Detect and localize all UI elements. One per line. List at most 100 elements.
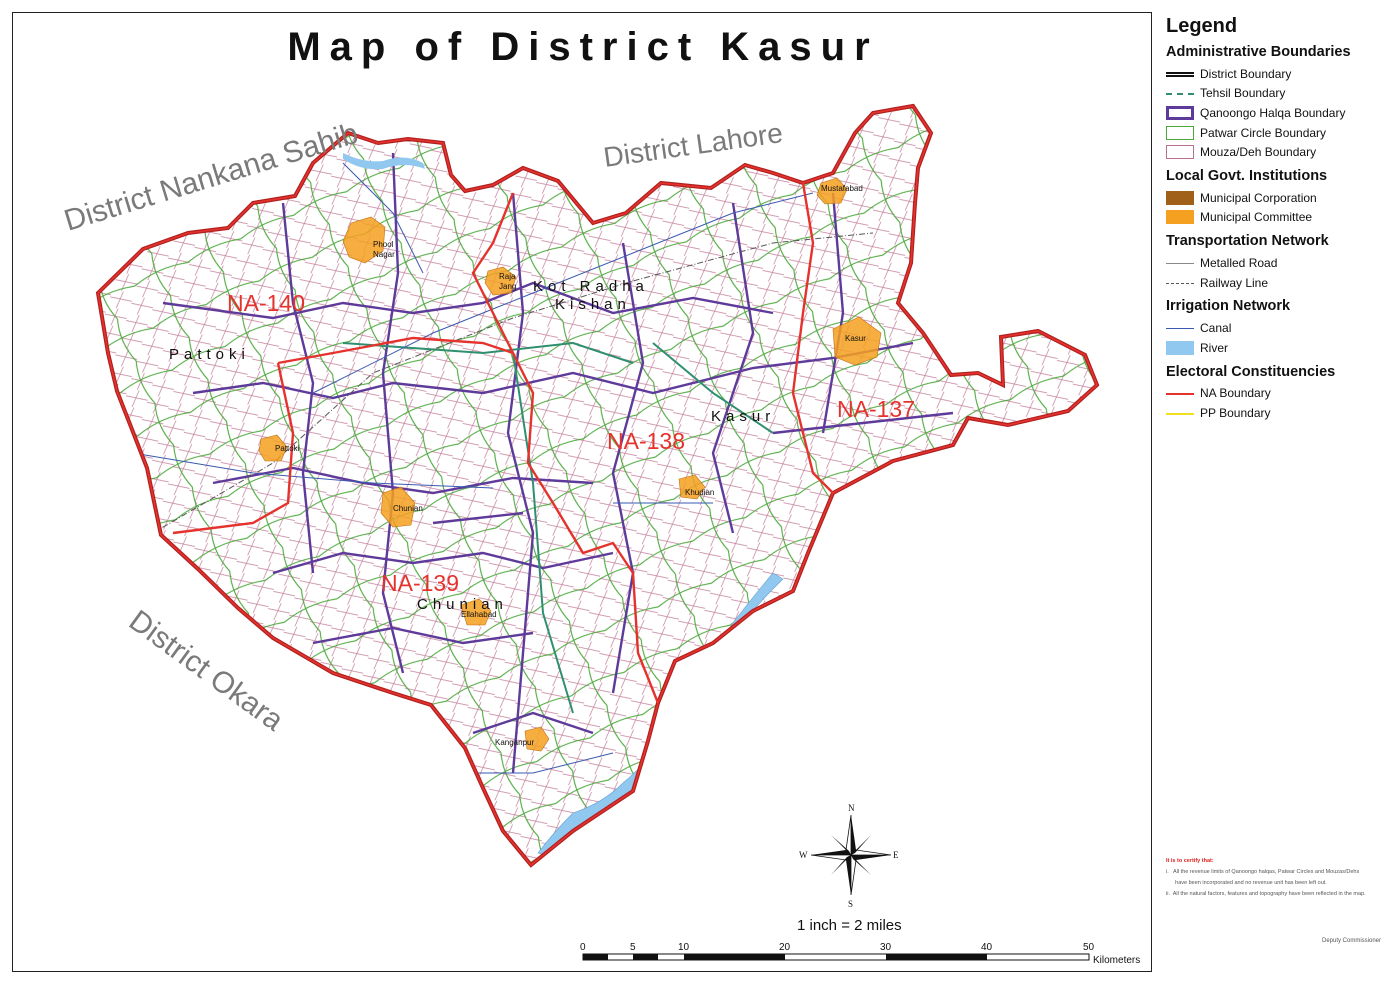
constituency-label-na138: NA-138 xyxy=(607,428,685,454)
na-internal-boundaries xyxy=(172,182,834,704)
constituency-labels: NA-140 NA-139 NA-138 NA-137 xyxy=(227,290,915,596)
legend-item-qanoongo-boundary: Qanoongo Halqa Boundary xyxy=(1166,103,1390,123)
legend-item-municipal-committee: Municipal Committee xyxy=(1166,208,1390,228)
legend-label: River xyxy=(1200,340,1229,355)
certificate: It is to certify that: i. All the revenu… xyxy=(1166,856,1394,900)
district-map: District Nankana Sahib District Lahore D… xyxy=(60,103,1140,966)
municipal-corporation-symbol xyxy=(1166,190,1194,205)
legend-label: Tehsil Boundary xyxy=(1200,86,1286,101)
legend-item-municipal-corporation: Municipal Corporation xyxy=(1166,188,1390,208)
certificate-line: have been incorporated and no revenue un… xyxy=(1166,880,1327,886)
scale-text: 1 inch = 2 miles xyxy=(797,917,902,934)
canals xyxy=(132,162,814,774)
tehsil-label-kot-radha-line2: Kishan xyxy=(555,296,631,313)
district-interior xyxy=(98,106,1097,865)
district-boundary-symbol xyxy=(1166,67,1194,81)
constituency-label-na137: NA-137 xyxy=(837,396,915,422)
certificate-heading: It is to certify that: xyxy=(1166,858,1214,864)
legend-item-mouza-boundary: Mouza/Deh Boundary xyxy=(1166,142,1390,162)
metalled-road-symbol xyxy=(1166,256,1194,270)
legend-item-pp-boundary: PP Boundary xyxy=(1166,403,1390,423)
town-label-mustafabad: Mustafabad xyxy=(821,184,863,193)
scale-bar: 0 5 10 20 30 40 50 Kilometers xyxy=(580,942,1140,966)
constituency-label-na140: NA-140 xyxy=(227,290,305,316)
map-title: Map of District Kasur xyxy=(287,25,879,69)
na-boundary-symbol xyxy=(1166,386,1194,400)
legend-section-electoral: Electoral Constituencies xyxy=(1166,363,1336,380)
legend-item-tehsil-boundary: Tehsil Boundary xyxy=(1166,84,1390,104)
certificate-line: i. All the revenue limits of Qanoongo ha… xyxy=(1166,869,1360,875)
town-label-raja: Raja xyxy=(499,272,516,281)
legend: Legend Administrative Boundaries Distric… xyxy=(1160,12,1390,972)
legend-section-local-govt: Local Govt. Institutions xyxy=(1166,167,1328,184)
municipal-areas xyxy=(258,177,882,752)
town-label-kasur: Kasur xyxy=(845,334,866,343)
mustafabad-area xyxy=(816,177,848,205)
neighbor-label-lahore: District Lahore xyxy=(602,117,785,173)
na-boundary-outline xyxy=(97,105,1098,867)
map-frame: District Nankana Sahib District Lahore D… xyxy=(12,12,1152,972)
compass-s-label: S xyxy=(848,899,853,909)
canal-symbol xyxy=(1166,321,1194,335)
mouza-boundary-symbol xyxy=(1166,145,1194,160)
scale-tick-5: 5 xyxy=(630,942,636,953)
scale-tick-20: 20 xyxy=(779,942,791,953)
patwar-boundary-symbol xyxy=(1166,125,1194,140)
legend-item-river: River xyxy=(1166,338,1390,358)
legend-label: NA Boundary xyxy=(1200,386,1271,401)
river-symbol xyxy=(1166,340,1194,355)
municipal-committee-symbol xyxy=(1166,210,1194,225)
kanganpur-area xyxy=(524,726,550,752)
tehsil-boundary-symbol xyxy=(1166,86,1194,100)
legend-label: Qanoongo Halqa Boundary xyxy=(1200,105,1346,120)
tehsil-label-kot-radha-line1: Kot Radha xyxy=(533,278,649,295)
scale-tick-0: 0 xyxy=(580,942,586,953)
legend-label: Railway Line xyxy=(1200,275,1269,290)
legend-label: Municipal Committee xyxy=(1200,210,1313,225)
ellahabad-area xyxy=(460,598,492,626)
town-label-phool: Phool xyxy=(373,240,394,249)
legend-label: Metalled Road xyxy=(1200,255,1278,270)
town-labels: Phool Nagar Raja Jang Mustafabad Kasur P… xyxy=(275,184,866,747)
scale-unit: Kilometers xyxy=(1093,955,1140,966)
tehsil-label-pattoki: Pattoki xyxy=(169,346,250,363)
pattoki-area xyxy=(258,434,288,462)
pp-boundary-symbol xyxy=(1166,406,1194,420)
railway-line-symbol xyxy=(1166,276,1194,290)
raja-jang-area xyxy=(484,266,517,296)
khudian-area xyxy=(678,474,706,500)
phool-nagar-area xyxy=(342,216,386,264)
signature: Deputy Commissioner xyxy=(1322,938,1382,944)
town-label-pattoki: Pattoki xyxy=(275,444,300,453)
tehsil-label-chunian: Chunian xyxy=(417,596,508,613)
town-label-ellahabad: Ellahabad xyxy=(461,610,497,619)
legend-item-district-boundary: District Boundary xyxy=(1166,64,1390,84)
scale-tick-40: 40 xyxy=(981,942,993,953)
legend-item-railway-line: Railway Line xyxy=(1166,273,1390,293)
town-label-chunian: Chunian xyxy=(393,504,423,513)
legend-label: Canal xyxy=(1200,321,1232,336)
tehsil-labels: Pattoki Chunian Kot Radha Kishan Kasur xyxy=(169,278,775,613)
legend-label: District Boundary xyxy=(1200,66,1292,81)
town-label-jang: Jang xyxy=(499,282,516,291)
town-label-nagar: Nagar xyxy=(373,250,395,259)
scale-tick-30: 30 xyxy=(880,942,892,953)
compass-w-label: W xyxy=(799,850,808,860)
scale-tick-50: 50 xyxy=(1083,942,1095,953)
legend-label: PP Boundary xyxy=(1200,405,1271,420)
tehsil-label-kasur: Kasur xyxy=(711,408,775,425)
legend-section-irrigation: Irrigation Network xyxy=(1166,298,1291,315)
tehsil-boundaries xyxy=(342,341,774,714)
legend-title: Legend xyxy=(1166,15,1238,37)
constituency-label-na139: NA-139 xyxy=(381,570,459,596)
compass-rose: N S E W xyxy=(799,803,899,909)
compass-n-label: N xyxy=(848,803,855,813)
river-ravi xyxy=(343,153,425,170)
scale-tick-10: 10 xyxy=(678,942,690,953)
legend-item-canal: Canal xyxy=(1166,318,1390,338)
certificate-line: ii. All the natural factors, features an… xyxy=(1166,891,1366,897)
legend-item-na-boundary: NA Boundary xyxy=(1166,384,1390,404)
legend-section-transport: Transportation Network xyxy=(1166,233,1329,250)
railway-line xyxy=(152,232,874,534)
legend-label: Mouza/Deh Boundary xyxy=(1200,145,1317,160)
